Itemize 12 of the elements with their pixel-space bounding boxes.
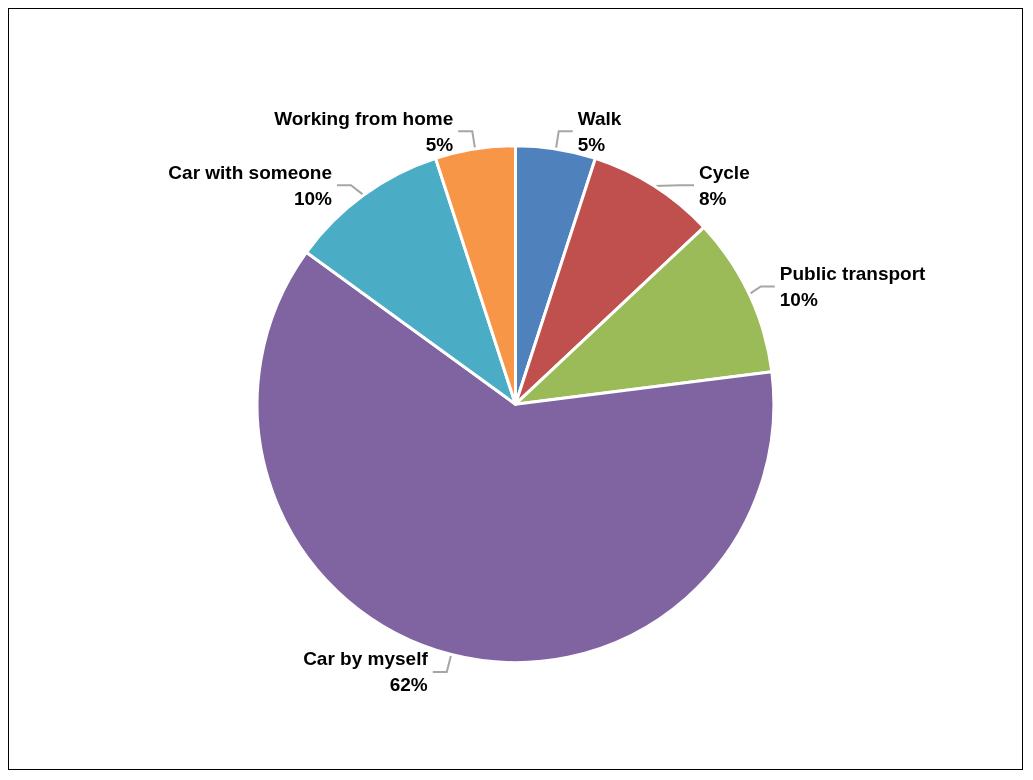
data-label: 5% bbox=[577, 133, 606, 155]
data-label: 10% bbox=[293, 187, 333, 209]
data-label: 5% bbox=[425, 133, 454, 155]
slice-label: Public transport bbox=[779, 263, 927, 285]
slice-label: Walk bbox=[577, 107, 622, 129]
slice-label: Cycle bbox=[699, 161, 750, 183]
slice-label: Car with someone bbox=[168, 161, 332, 183]
slice-label: Working from home bbox=[274, 107, 454, 129]
data-label: 10% bbox=[779, 289, 818, 311]
data-label: 62% bbox=[389, 674, 428, 696]
slice-label: Car by myself bbox=[303, 648, 429, 670]
data-label: 8% bbox=[699, 187, 727, 209]
